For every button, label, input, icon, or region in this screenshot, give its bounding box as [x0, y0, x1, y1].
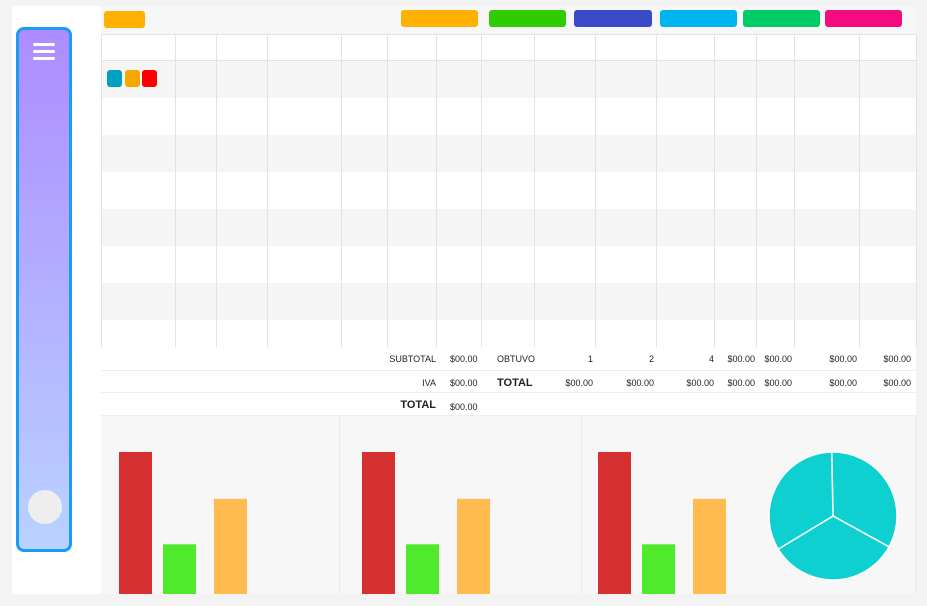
column-divider: [859, 35, 860, 347]
total-values-cell: $00.00: [883, 378, 911, 388]
column-divider: [387, 35, 388, 347]
pie-slice: [768, 451, 834, 551]
column-divider: [481, 35, 482, 347]
menu-icon[interactable]: [19, 30, 69, 70]
bar-chart-2: [340, 416, 582, 594]
delete-icon[interactable]: [142, 70, 157, 87]
summary-row-subtotal: [101, 347, 917, 371]
column-divider: [595, 35, 596, 347]
bar-pie-chart: [582, 416, 916, 594]
total-values-cell: $00.00: [764, 378, 792, 388]
iva-value: $00.00: [450, 378, 478, 388]
blue-button[interactable]: [574, 10, 652, 27]
bar: [457, 498, 490, 594]
data-table: [101, 34, 917, 357]
obtuvo-values-cell: $00.00: [727, 354, 755, 364]
orange-button[interactable]: [401, 10, 478, 27]
header-divider: [102, 60, 916, 61]
scroll-knob[interactable]: [28, 490, 62, 524]
table-row: [102, 98, 916, 135]
obtuvo-values-cell: 2: [648, 354, 654, 364]
bar: [642, 544, 675, 594]
total-mid-label: TOTAL: [497, 377, 533, 389]
sidebar: [16, 27, 72, 552]
obtuvo-values-cell: 4: [708, 354, 714, 364]
pie-slice: [830, 451, 898, 548]
bar: [362, 452, 395, 594]
column-divider: [436, 35, 437, 347]
column-divider: [341, 35, 342, 347]
view-icon[interactable]: [107, 70, 122, 87]
pie-slice: [777, 515, 891, 581]
bar: [693, 498, 726, 594]
table-row: [102, 320, 916, 357]
green-button[interactable]: [489, 10, 566, 27]
column-divider: [794, 35, 795, 347]
obtuvo-label: OBTUVO: [497, 354, 536, 364]
obtuvo-values-cell: $00.00: [764, 354, 792, 364]
table-row: [102, 246, 916, 283]
edit-icon[interactable]: [125, 70, 140, 87]
bar: [406, 544, 439, 594]
iva-label: IVA: [422, 378, 436, 388]
total-values-cell: $00.00: [829, 378, 857, 388]
bar: [214, 498, 247, 594]
emerald-button[interactable]: [743, 10, 820, 27]
column-divider: [534, 35, 535, 347]
table-row: [102, 135, 916, 172]
column-divider: [714, 35, 715, 347]
total-value: $00.00: [450, 402, 478, 412]
summary-row-iva: [101, 371, 917, 393]
column-divider: [175, 35, 176, 347]
total-values-cell: $00.00: [626, 378, 654, 388]
orange-small-button[interactable]: [104, 11, 145, 28]
pink-button[interactable]: [825, 10, 902, 27]
total-values-cell: $00.00: [565, 378, 593, 388]
table-row: [102, 209, 916, 246]
column-divider: [267, 35, 268, 347]
total-values-cell: $00.00: [686, 378, 714, 388]
column-divider: [656, 35, 657, 347]
bar: [598, 452, 631, 594]
total-values-cell: $00.00: [727, 378, 755, 388]
summary-row-total: [101, 393, 917, 416]
column-divider: [756, 35, 757, 347]
column-divider: [216, 35, 217, 347]
subtotal-label: SUBTOTAL: [389, 354, 436, 364]
table-row: [102, 283, 916, 320]
total-label: TOTAL: [400, 399, 436, 411]
bar: [163, 544, 196, 594]
bar-chart-1: [101, 416, 340, 594]
obtuvo-values-cell: 1: [587, 354, 593, 364]
cyan-button[interactable]: [660, 10, 737, 27]
subtotal-value: $00.00: [450, 354, 478, 364]
table-row: [102, 172, 916, 209]
obtuvo-values-cell: $00.00: [883, 354, 911, 364]
bar: [119, 452, 152, 594]
table-row: [102, 61, 916, 98]
obtuvo-values-cell: $00.00: [829, 354, 857, 364]
